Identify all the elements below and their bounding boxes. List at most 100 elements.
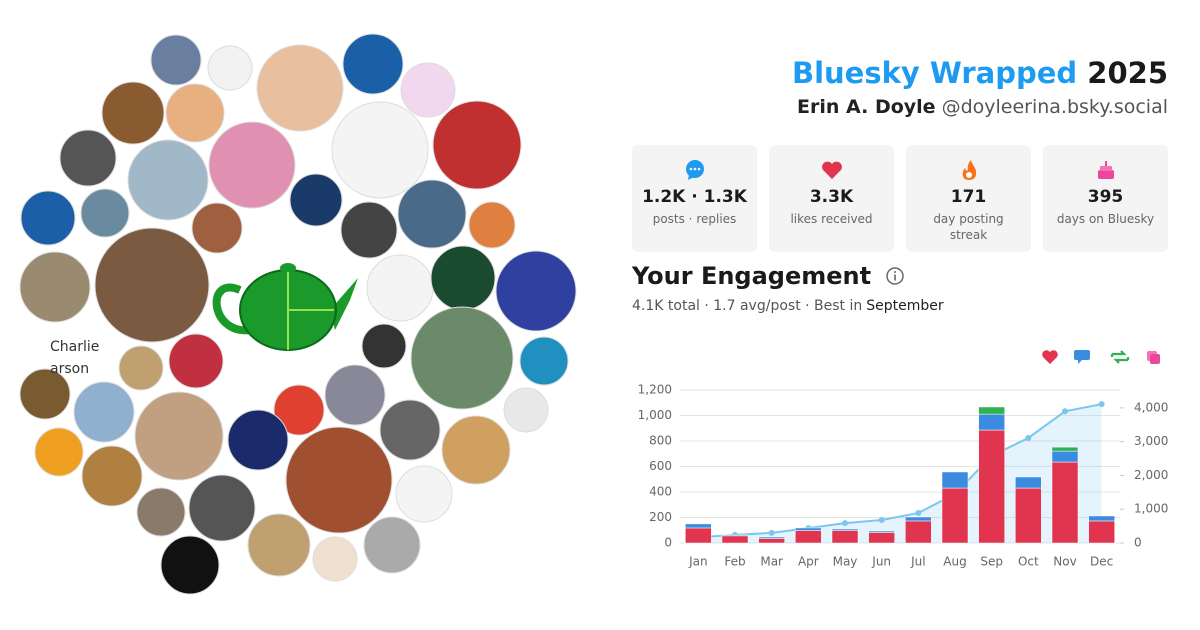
- teapot-lid: [280, 263, 296, 273]
- y-tick-label: 0: [664, 536, 672, 550]
- avatar: [150, 34, 202, 86]
- avatar: [468, 201, 516, 249]
- chart: 0 200 400 600 800 1,000 1,200 0 1,000 2,000 3,000 4…: [638, 383, 1169, 569]
- teapot-handle: [212, 283, 251, 335]
- bar-segment: [978, 413, 1005, 431]
- avatar: [400, 62, 456, 118]
- bar-segment: [721, 534, 749, 537]
- x-tick-label: Oct: [1018, 555, 1039, 569]
- bar-segment: [1088, 520, 1115, 544]
- avatar: [188, 474, 256, 542]
- teapot-spout: [330, 278, 358, 330]
- line: [698, 403, 1102, 539]
- user-handle: @doyleerina.bsky.social: [941, 96, 1168, 118]
- avatar: [136, 487, 186, 537]
- avatar: [503, 387, 549, 433]
- avatar: [342, 33, 404, 95]
- user: Erin A. Doyle @doyleerina.bsky.social: [797, 96, 1168, 118]
- avatar: [20, 190, 76, 246]
- x-tick-label: Aug: [943, 555, 966, 569]
- x-tick-label: Jul: [910, 555, 925, 569]
- y2-tick-label: 3,000: [1134, 434, 1168, 448]
- legend: [1042, 350, 1160, 364]
- bar-segment: [831, 528, 859, 531]
- avatar: [191, 202, 243, 254]
- avatar: [340, 201, 398, 259]
- engagement-summary: 4.1K total · 1.7 avg/post · Best in Septe…: [632, 298, 944, 314]
- y2-tick-label: 0: [1134, 536, 1142, 550]
- x-tick-label: Dec: [1090, 555, 1113, 569]
- bar-segment: [905, 520, 932, 544]
- bar-segment: [685, 527, 712, 544]
- y2-tick-label: 4,000: [1134, 400, 1168, 414]
- stat-value: 1.2K · 1.3K: [642, 187, 747, 207]
- avatar: [519, 336, 569, 386]
- title: Bluesky Wrapped 2025: [792, 56, 1168, 90]
- x-tick-label: Jun: [871, 555, 891, 569]
- section-title: Your Engagement: [632, 262, 905, 290]
- avatar: [134, 391, 224, 481]
- bar-segment: [905, 516, 932, 522]
- avatar: [127, 139, 209, 221]
- avatar: [285, 426, 393, 534]
- avatar: [118, 345, 164, 391]
- bar-segment: [721, 535, 749, 544]
- y-tick-label: 600: [649, 459, 672, 473]
- x-tick-label: Sep: [980, 555, 1003, 569]
- avatar: [397, 179, 467, 249]
- broken-image-alt: Charlie arson: [50, 336, 99, 380]
- y-tick-label: 800: [649, 434, 672, 448]
- avatar: [324, 364, 386, 426]
- bar-segment: [1051, 446, 1079, 452]
- line-point: [1098, 401, 1105, 408]
- bar-segment: [941, 487, 969, 544]
- line-point: [768, 529, 775, 536]
- stat-card: 1.2K · 1.3K posts · replies: [632, 145, 757, 252]
- legend-quotes: [1150, 354, 1160, 364]
- avatar: [312, 536, 358, 582]
- best-month: September: [866, 298, 944, 314]
- bar-segment: [1051, 450, 1079, 463]
- bar-segment: [758, 536, 785, 539]
- alt-line: Charlie: [50, 339, 100, 355]
- line-point: [1025, 434, 1032, 441]
- x-tick-label: Nov: [1053, 555, 1076, 569]
- stat-card: 395 days on Bluesky: [1043, 145, 1168, 252]
- legend-reposts: [1110, 350, 1130, 364]
- stat-value: 3.3K: [809, 187, 854, 207]
- stat-value: 171: [950, 187, 987, 207]
- avatar: [432, 100, 522, 190]
- avatar: [366, 254, 434, 322]
- avatar: [81, 445, 143, 507]
- avatar: [80, 188, 130, 238]
- avatar: [256, 44, 344, 132]
- stat-icon: [821, 161, 842, 179]
- y2-tick-label: 1,000: [1134, 502, 1168, 516]
- y2-tick-label: 2,000: [1134, 468, 1168, 482]
- teapot-lines: [287, 272, 334, 350]
- bar-segment: [685, 523, 712, 529]
- line-point: [842, 520, 848, 527]
- bar-segment: [978, 429, 1005, 544]
- avatar: [331, 101, 429, 199]
- y-tick-label: 400: [649, 485, 672, 499]
- avatar: [19, 251, 91, 323]
- avatar: [430, 245, 496, 311]
- avatar: [495, 250, 577, 332]
- x-tick-label: Mar: [760, 555, 783, 569]
- y-tick-label: 1,000: [638, 408, 672, 422]
- line-point: [878, 517, 885, 524]
- stat-icon: [685, 160, 704, 180]
- info-icon[interactable]: [885, 266, 905, 286]
- avatar: [379, 399, 441, 461]
- x-tick-label: Feb: [724, 555, 745, 569]
- stat-card: 3.3K likes received: [769, 145, 894, 252]
- legend-likes: [1042, 350, 1058, 364]
- avatar: [247, 513, 311, 577]
- avatar: [410, 306, 514, 410]
- legend-replies: [1074, 350, 1090, 364]
- avatar: [363, 516, 421, 574]
- avatar: [94, 227, 210, 343]
- avatar: [59, 129, 117, 187]
